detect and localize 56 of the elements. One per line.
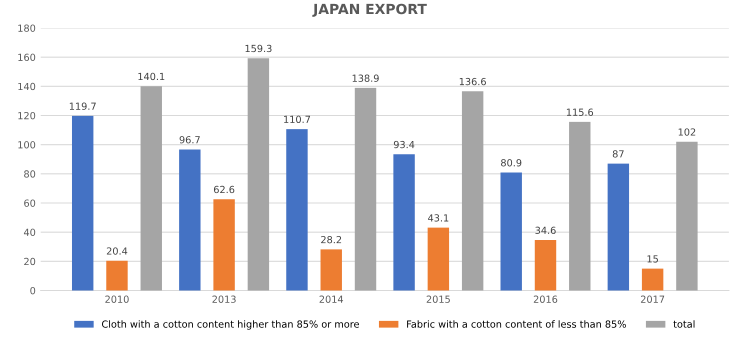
x-tick-label: 2017 bbox=[640, 296, 664, 303]
chart-title: JAPAN EXPORT bbox=[312, 4, 427, 17]
data-label: 119.7 bbox=[70, 102, 96, 110]
bar bbox=[642, 268, 664, 290]
y-tick-label: 0 bbox=[30, 286, 36, 294]
bar bbox=[320, 249, 342, 290]
data-label: 110.7 bbox=[284, 116, 310, 124]
bar bbox=[428, 228, 450, 290]
legend-label: total bbox=[673, 320, 694, 328]
bar bbox=[354, 88, 376, 290]
data-label: 159.3 bbox=[246, 44, 272, 52]
bar bbox=[213, 199, 235, 290]
bar bbox=[608, 164, 630, 290]
data-label: 87 bbox=[612, 150, 624, 158]
data-label: 140.1 bbox=[138, 72, 164, 80]
data-label: 96.7 bbox=[180, 136, 200, 144]
y-tick-label: 20 bbox=[24, 258, 36, 266]
data-label: 102 bbox=[678, 128, 696, 136]
y-tick-label: 120 bbox=[18, 112, 36, 120]
bar bbox=[179, 149, 201, 290]
y-tick-label: 180 bbox=[18, 24, 36, 32]
legend-label: Cloth with a cotton content higher than 85% or more bbox=[102, 320, 359, 330]
data-label: 138.9 bbox=[352, 74, 379, 82]
data-label: 43.1 bbox=[428, 214, 448, 222]
data-label: 93.4 bbox=[394, 140, 414, 148]
y-tick-label: 100 bbox=[18, 141, 36, 148]
bar bbox=[534, 240, 556, 290]
x-tick-label: 2016 bbox=[534, 296, 558, 303]
x-tick-label: 2015 bbox=[426, 296, 450, 303]
data-label: 15 bbox=[648, 255, 658, 263]
data-label: 115.6 bbox=[566, 108, 594, 116]
x-tick-label: 2014 bbox=[320, 296, 344, 303]
data-label: 62.6 bbox=[214, 186, 234, 194]
bar bbox=[106, 260, 128, 290]
data-label: 136.6 bbox=[460, 78, 486, 86]
bar bbox=[286, 129, 308, 290]
data-label: 20.4 bbox=[106, 247, 128, 255]
bar bbox=[72, 116, 94, 290]
y-tick-label: 60 bbox=[24, 199, 36, 207]
bar bbox=[500, 172, 522, 290]
bar bbox=[248, 58, 270, 290]
x-tick-label: 2010 bbox=[105, 296, 129, 303]
y-tick-label: 140 bbox=[18, 82, 36, 90]
bar bbox=[676, 142, 698, 290]
y-tick-label: 80 bbox=[24, 170, 36, 178]
x-tick-label: 2013 bbox=[212, 296, 236, 303]
y-tick-label: 160 bbox=[18, 54, 36, 61]
bar bbox=[569, 122, 590, 290]
bar bbox=[393, 154, 415, 290]
data-label: 28.2 bbox=[321, 236, 342, 244]
bar bbox=[462, 91, 484, 290]
y-tick-label: 40 bbox=[24, 228, 36, 236]
data-label: 34.6 bbox=[535, 226, 556, 234]
legend-label: Fabric with a cotton content of less than 85% bbox=[407, 320, 626, 328]
bar bbox=[140, 86, 162, 290]
data-label: 80.9 bbox=[501, 159, 522, 166]
